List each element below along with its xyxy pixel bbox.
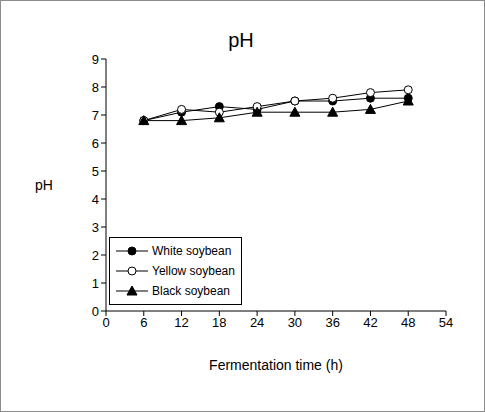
svg-text:0: 0 [102, 315, 109, 330]
svg-text:4: 4 [92, 192, 99, 207]
svg-text:12: 12 [174, 315, 188, 330]
html-text:pH: pH [35, 177, 53, 193]
html-text:pH: pH [228, 29, 254, 51]
svg-text:2: 2 [92, 248, 99, 263]
svg-text:30: 30 [288, 315, 302, 330]
svg-text:3: 3 [92, 220, 99, 235]
svg-text:6: 6 [140, 315, 147, 330]
svg-text:9: 9 [92, 52, 99, 67]
html-text:White soybean: White soybean [152, 244, 232, 258]
svg-text:6: 6 [92, 136, 99, 151]
html-text:Black soybean: Black soybean [152, 284, 230, 298]
svg-text:54: 54 [439, 315, 453, 330]
svg-text:42: 42 [363, 315, 377, 330]
html-text:Fermentation time (h): Fermentation time (h) [209, 357, 343, 373]
svg-text:18: 18 [212, 315, 226, 330]
svg-text:36: 36 [325, 315, 339, 330]
html-text:Yellow soybean: Yellow soybean [152, 264, 235, 278]
svg-text:7: 7 [92, 108, 99, 123]
svg-text:1: 1 [92, 276, 99, 291]
svg-text:0: 0 [92, 304, 99, 319]
svg-text:8: 8 [92, 80, 99, 95]
svg-text:24: 24 [250, 315, 264, 330]
svg-text:5: 5 [92, 164, 99, 179]
svg-text:48: 48 [401, 315, 415, 330]
